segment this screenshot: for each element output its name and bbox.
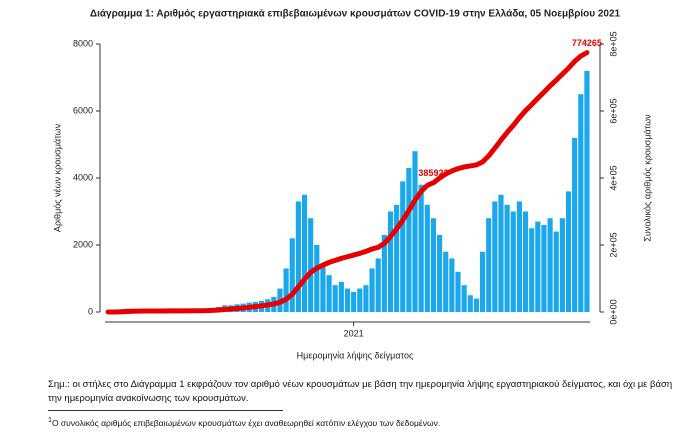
y-tick-label: 0 [88,306,93,316]
bar [541,224,547,312]
bar [344,288,351,312]
bar [535,221,541,312]
bar [522,211,529,312]
chart: Διάγραμμα 1: Αριθμός εργαστηριακά επιβεβ… [52,9,652,361]
y2-tick-label: 0e+00 [608,299,618,324]
footnote-rule [48,410,283,411]
bar [486,218,492,312]
bar [449,258,455,312]
bar [529,228,535,312]
y-tick-label: 6000 [73,105,93,115]
bar [437,234,443,312]
y-axis-label: Αριθμός νέων κρουσμάτων [52,123,62,232]
bar [320,265,326,312]
bar [565,191,572,312]
bar [461,285,467,312]
bar [369,268,375,312]
bar [363,285,369,312]
bar [394,204,400,312]
bar [314,245,320,312]
footnote-marker: 1 [48,416,52,424]
bar [308,218,314,312]
note: Σημ.: οι στήλες στο Διάγραμμα 1 εκφράζου… [48,379,673,404]
bar [381,234,387,312]
y-tick-label: 4000 [73,172,93,182]
bar [455,271,461,312]
bar [387,211,394,312]
bar [412,151,418,312]
bar [418,184,424,312]
chart-title: Διάγραμμα 1: Αριθμός εργαστηριακά επιβεβ… [90,9,621,20]
bar [547,218,553,312]
bar [406,167,412,312]
bar [504,204,510,312]
y2-tick-label: 4e+05 [608,165,618,190]
bar [467,295,473,312]
y-tick-label: 8000 [73,38,93,48]
x-axis-label: Ημερομηνία λήψης δείγματος [297,350,414,360]
bar [295,201,301,312]
bar [516,201,522,312]
bar [498,194,504,312]
y2-axis-label: Συνολικός αριθμός κρουσμάτων [642,114,652,242]
bar [283,268,289,312]
line [105,50,590,315]
bar [553,231,559,312]
x-tick-label: 2021 [344,328,364,338]
bar [492,201,498,312]
footnote-text: Ο συνολικός αριθμός επιβεβαιωμένων κρουσ… [51,417,441,428]
bar [473,298,480,312]
footnote: 1Ο συνολικός αριθμός επιβεβαιωμένων κρου… [48,416,440,428]
bar [578,94,584,312]
bar [375,258,381,312]
bar [559,218,565,312]
bar [479,251,486,312]
bar [289,238,295,312]
bar [332,285,338,312]
y2-tick-label: 8e+05 [608,31,618,56]
bar [572,137,578,312]
y2-tick-label: 6e+05 [608,98,618,123]
bar [338,281,344,312]
data-label: 774265 [572,38,602,48]
bar [326,275,332,312]
bar [443,251,449,312]
bar [584,70,590,312]
data-label: 385923 [418,168,448,178]
bar [510,211,516,312]
bar [400,181,406,312]
bar [430,218,437,312]
bar [301,194,308,312]
bar [424,204,430,312]
y2-tick-label: 2e+05 [608,232,618,257]
bar [357,288,363,312]
y-tick-label: 2000 [73,239,93,249]
bar [351,291,357,312]
